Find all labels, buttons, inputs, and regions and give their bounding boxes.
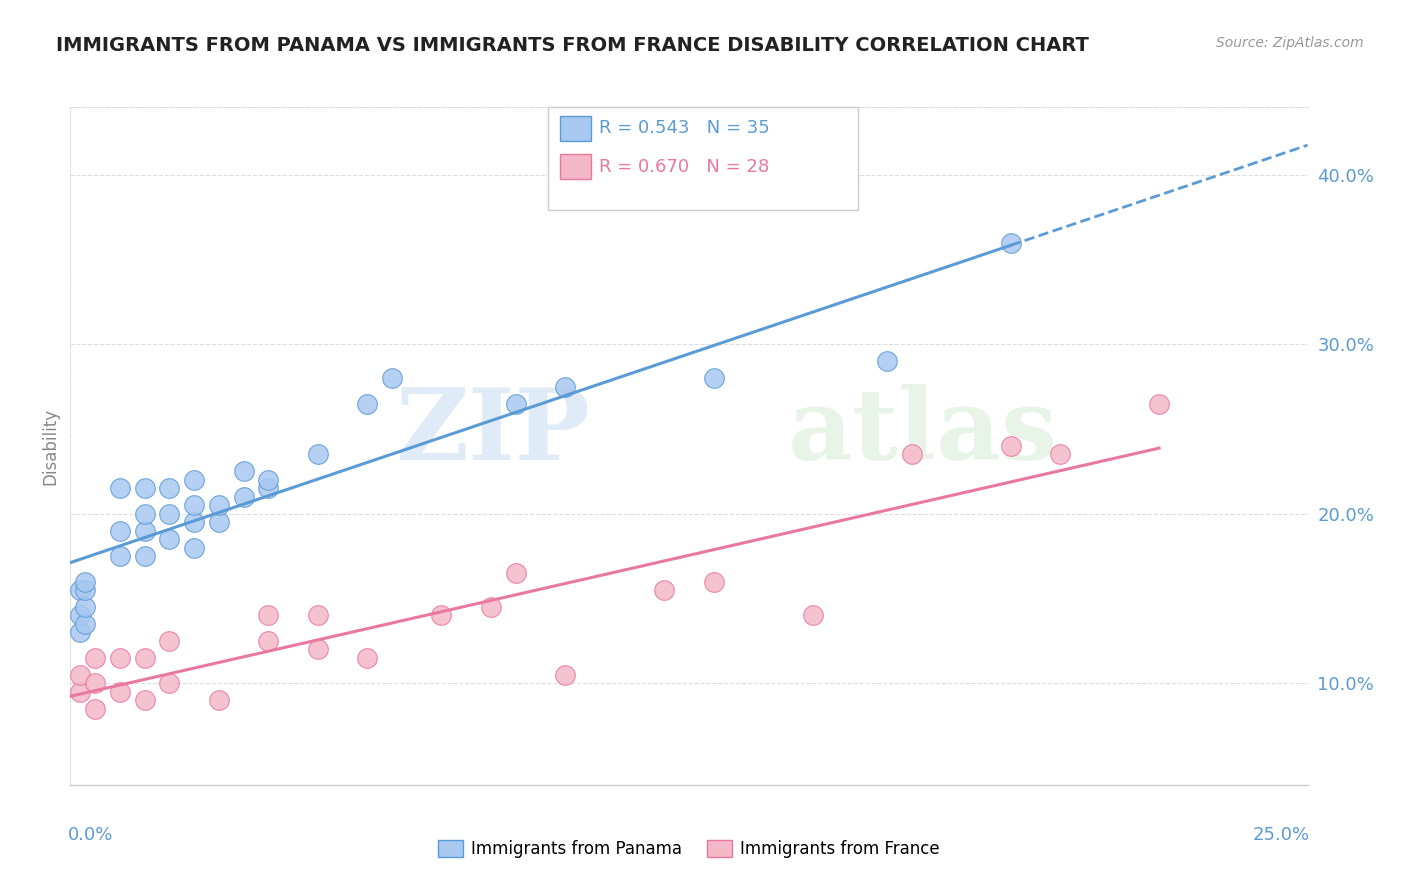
Point: [75, 600, 97, 615]
Point: [801, 608, 824, 623]
Point: [876, 354, 898, 368]
Point: [505, 566, 527, 580]
Point: [1147, 396, 1170, 410]
Point: [430, 608, 453, 623]
Point: [108, 549, 131, 564]
Point: [69, 608, 91, 623]
Point: [232, 464, 254, 478]
Point: [157, 633, 180, 648]
Point: [108, 481, 131, 495]
Point: [75, 583, 97, 598]
Point: [900, 448, 922, 462]
Y-axis label: Disability: Disability: [41, 408, 59, 484]
Point: [134, 651, 156, 665]
Text: 25.0%: 25.0%: [1253, 826, 1310, 844]
Point: [69, 667, 91, 681]
Point: [157, 507, 180, 521]
Point: [183, 498, 205, 512]
Point: [652, 583, 675, 598]
Point: [84, 701, 107, 715]
Point: [479, 600, 502, 615]
Point: [75, 574, 97, 589]
Point: [307, 642, 329, 657]
Point: [356, 651, 378, 665]
Point: [69, 685, 91, 699]
Point: [307, 608, 329, 623]
Point: [183, 515, 205, 529]
Text: Source: ZipAtlas.com: Source: ZipAtlas.com: [1216, 36, 1364, 50]
Point: [505, 396, 527, 410]
Point: [84, 651, 107, 665]
Point: [381, 371, 404, 385]
Point: [108, 651, 131, 665]
Point: [208, 515, 231, 529]
Text: IMMIGRANTS FROM PANAMA VS IMMIGRANTS FROM FRANCE DISABILITY CORRELATION CHART: IMMIGRANTS FROM PANAMA VS IMMIGRANTS FRO…: [56, 36, 1090, 54]
Point: [1049, 448, 1071, 462]
Point: [257, 481, 280, 495]
Point: [134, 549, 156, 564]
Point: [257, 473, 280, 487]
Legend: Immigrants from Panama, Immigrants from France: Immigrants from Panama, Immigrants from …: [432, 833, 946, 864]
Point: [183, 473, 205, 487]
Point: [1000, 439, 1022, 453]
Point: [75, 617, 97, 632]
Point: [1000, 235, 1022, 250]
Point: [157, 481, 180, 495]
Text: atlas: atlas: [787, 384, 1059, 481]
Point: [208, 498, 231, 512]
Point: [356, 396, 378, 410]
Point: [554, 667, 576, 681]
Point: [554, 379, 576, 393]
Point: [84, 676, 107, 690]
Point: [134, 524, 156, 538]
Point: [108, 685, 131, 699]
Point: [108, 524, 131, 538]
Point: [703, 574, 725, 589]
Point: [69, 625, 91, 640]
Point: [257, 608, 280, 623]
Point: [183, 541, 205, 555]
Point: [257, 633, 280, 648]
Point: [134, 507, 156, 521]
Text: 0.0%: 0.0%: [67, 826, 114, 844]
Point: [157, 532, 180, 546]
Point: [307, 448, 329, 462]
Point: [703, 371, 725, 385]
Text: R = 0.670   N = 28: R = 0.670 N = 28: [599, 158, 769, 176]
Point: [232, 490, 254, 504]
Text: R = 0.543   N = 35: R = 0.543 N = 35: [599, 119, 769, 136]
Point: [208, 693, 231, 707]
Point: [134, 481, 156, 495]
Text: ZIP: ZIP: [395, 384, 591, 481]
Point: [69, 583, 91, 598]
Point: [134, 693, 156, 707]
Point: [157, 676, 180, 690]
